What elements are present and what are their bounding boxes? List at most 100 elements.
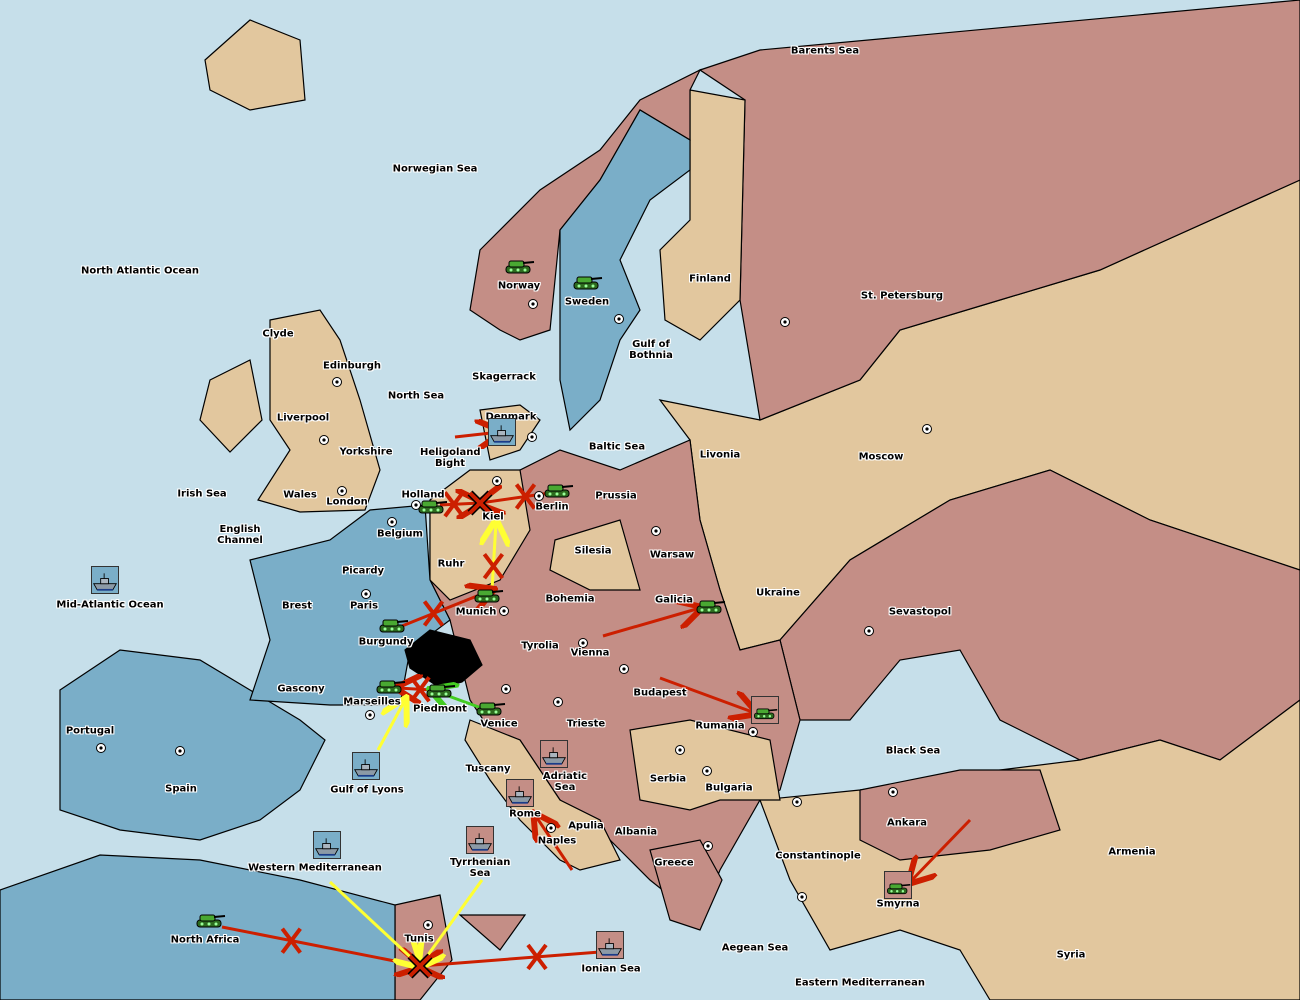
- province-label-greece[interactable]: Greece: [654, 857, 694, 869]
- province-label-serbia[interactable]: Serbia: [649, 773, 687, 785]
- province-label-constantinople[interactable]: Constantinople: [775, 850, 861, 862]
- province-label-bulgaria[interactable]: Bulgaria: [705, 782, 753, 794]
- province-label-mid-atlantic-ocean[interactable]: Mid-Atlantic Ocean: [56, 599, 164, 611]
- fleet-unit[interactable]: [596, 931, 624, 959]
- province-label-english-channel[interactable]: English Channel: [217, 524, 263, 546]
- province-region: [559, 109, 691, 432]
- province-label-sevastopol[interactable]: Sevastopol: [888, 606, 952, 618]
- army-unit[interactable]: [751, 696, 779, 724]
- province-label-london[interactable]: London: [326, 496, 368, 508]
- province-label-portugal[interactable]: Portugal: [65, 725, 115, 737]
- province-label-naples[interactable]: Naples: [537, 835, 577, 847]
- province-label-ionian-sea[interactable]: Ionian Sea: [581, 963, 641, 975]
- army-unit[interactable]: [571, 272, 603, 296]
- army-unit[interactable]: [694, 596, 726, 620]
- province-label-western-mediterranean[interactable]: Western Mediterranean: [248, 862, 382, 874]
- army-unit[interactable]: [503, 256, 535, 280]
- army-unit[interactable]: [472, 585, 504, 609]
- province-label-heligoland-bight[interactable]: Heligoland Bight: [420, 447, 481, 469]
- province-label-north-atlantic-ocean[interactable]: North Atlantic Ocean: [80, 265, 200, 277]
- province-label-st-petersburg[interactable]: St. Petersburg: [860, 290, 944, 302]
- province-label-adriatic-sea[interactable]: Adriatic Sea: [542, 771, 588, 793]
- province-label-holland[interactable]: Holland: [401, 489, 445, 501]
- province-label-gulf-of-lyons[interactable]: Gulf of Lyons: [330, 784, 404, 796]
- province-label-burgundy[interactable]: Burgundy: [358, 636, 414, 648]
- province-label-wales[interactable]: Wales: [283, 489, 317, 501]
- province-label-brest[interactable]: Brest: [281, 600, 313, 612]
- province-label-kiel[interactable]: Kiel: [482, 511, 504, 523]
- army-unit[interactable]: [474, 698, 506, 722]
- province-label-belgium[interactable]: Belgium: [377, 528, 423, 540]
- province-label-piedmont[interactable]: Piedmont: [413, 703, 467, 715]
- province-label-budapest[interactable]: Budapest: [633, 687, 687, 699]
- province-label-bohemia[interactable]: Bohemia: [545, 593, 595, 605]
- province-label-munich[interactable]: Munich: [455, 606, 497, 618]
- province-label-skagerrack[interactable]: Skagerrack: [472, 371, 536, 383]
- province-label-tyrolia[interactable]: Tyrolia: [521, 640, 559, 652]
- army-unit[interactable]: [374, 676, 406, 700]
- province-label-ukraine[interactable]: Ukraine: [756, 587, 800, 599]
- province-label-albania[interactable]: Albania: [614, 826, 658, 838]
- province-label-galicia[interactable]: Galicia: [655, 594, 693, 606]
- province-label-trieste[interactable]: Trieste: [566, 718, 606, 730]
- province-label-irish-sea[interactable]: Irish Sea: [177, 488, 227, 500]
- province-label-smyrna[interactable]: Smyrna: [876, 898, 920, 910]
- army-unit[interactable]: [194, 910, 226, 934]
- fleet-unit[interactable]: [540, 740, 568, 768]
- province-label-armenia[interactable]: Armenia: [1108, 846, 1156, 858]
- province-label-spain[interactable]: Spain: [165, 783, 197, 795]
- province-label-paris[interactable]: Paris: [349, 600, 379, 612]
- province-label-aegean-sea[interactable]: Aegean Sea: [721, 942, 789, 954]
- province-label-liverpool[interactable]: Liverpool: [276, 412, 330, 424]
- army-unit[interactable]: [416, 496, 448, 520]
- province-label-north-africa[interactable]: North Africa: [170, 934, 240, 946]
- failed-order-x-icon: [422, 600, 445, 627]
- province-label-vienna[interactable]: Vienna: [570, 647, 610, 659]
- province-label-ruhr[interactable]: Ruhr: [437, 558, 465, 570]
- province-label-north-sea[interactable]: North Sea: [387, 390, 445, 402]
- province-label-apulia[interactable]: Apulia: [568, 820, 604, 832]
- supply-center-dot: [530, 435, 534, 439]
- province-label-rumania[interactable]: Rumania: [695, 720, 745, 732]
- fleet-unit[interactable]: [91, 566, 119, 594]
- army-unit[interactable]: [884, 871, 912, 899]
- supply-center-dot: [617, 317, 621, 321]
- fleet-unit[interactable]: [352, 752, 380, 780]
- province-label-denmark[interactable]: Denmark: [485, 411, 537, 423]
- province-label-livonia[interactable]: Livonia: [699, 449, 741, 461]
- province-label-silesia[interactable]: Silesia: [574, 545, 612, 557]
- province-label-prussia[interactable]: Prussia: [595, 490, 637, 502]
- province-label-ankara[interactable]: Ankara: [887, 817, 927, 829]
- province-label-baltic-sea[interactable]: Baltic Sea: [588, 441, 646, 453]
- fleet-unit[interactable]: [466, 826, 494, 854]
- fleet-unit[interactable]: [488, 418, 516, 446]
- province-label-barents-sea[interactable]: Barents Sea: [790, 45, 860, 57]
- province-label-tyrrhenian-sea[interactable]: Tyrrhenian Sea: [450, 857, 511, 879]
- province-label-moscow[interactable]: Moscow: [858, 451, 904, 463]
- province-label-yorkshire[interactable]: Yorkshire: [339, 446, 393, 458]
- province-label-tunis[interactable]: Tunis: [404, 933, 434, 945]
- fleet-unit[interactable]: [313, 831, 341, 859]
- province-label-clyde[interactable]: Clyde: [262, 328, 294, 340]
- province-label-edinburgh[interactable]: Edinburgh: [322, 360, 382, 372]
- province-label-finland[interactable]: Finland: [689, 273, 731, 285]
- army-unit[interactable]: [542, 480, 574, 504]
- province-label-eastern-mediterranean[interactable]: Eastern Mediterranean: [795, 977, 925, 989]
- province-label-norwegian-sea[interactable]: Norwegian Sea: [392, 163, 478, 175]
- province-label-marseilles[interactable]: Marseilles: [343, 696, 401, 708]
- province-label-venice[interactable]: Venice: [480, 718, 518, 730]
- province-label-sweden[interactable]: Sweden: [564, 296, 610, 308]
- province-label-gascony[interactable]: Gascony: [277, 683, 325, 695]
- province-label-norway[interactable]: Norway: [497, 280, 541, 292]
- province-label-syria[interactable]: Syria: [1056, 949, 1086, 961]
- province-label-tuscany[interactable]: Tuscany: [465, 763, 511, 775]
- province-label-berlin[interactable]: Berlin: [535, 501, 569, 513]
- fleet-unit[interactable]: [506, 779, 534, 807]
- army-unit[interactable]: [377, 615, 409, 639]
- province-label-warsaw[interactable]: Warsaw: [649, 549, 695, 561]
- province-label-black-sea[interactable]: Black Sea: [885, 745, 941, 757]
- province-label-picardy[interactable]: Picardy: [341, 565, 385, 577]
- province-label-gulf-of-bothnia[interactable]: Gulf of Bothnia: [629, 339, 673, 361]
- army-unit[interactable]: [424, 680, 456, 704]
- province-label-rome[interactable]: Rome: [509, 808, 541, 820]
